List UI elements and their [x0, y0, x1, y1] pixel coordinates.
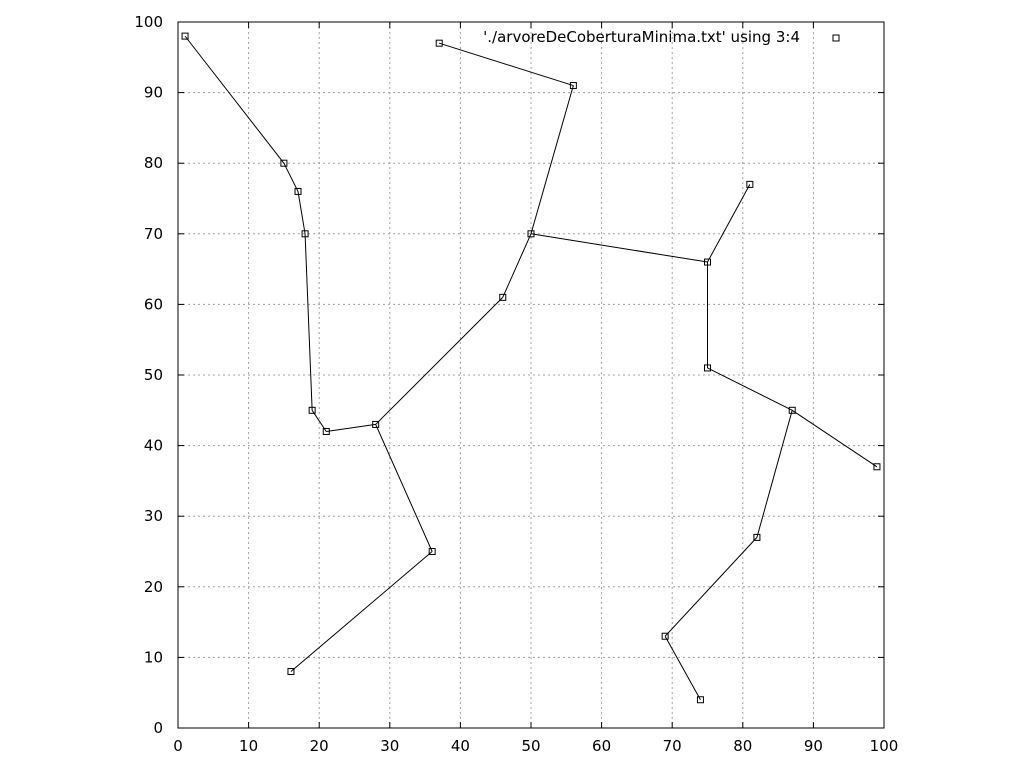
data-point: [294, 187, 302, 195]
y-tick-label: 30: [144, 507, 163, 525]
data-point: [788, 406, 796, 414]
data-point: [753, 533, 761, 541]
x-tick-label: 0: [173, 737, 183, 755]
y-tick-label: 50: [144, 366, 163, 384]
data-point: [661, 632, 669, 640]
tree-edge: [439, 42, 574, 87]
tree-edge: [530, 85, 574, 234]
y-tick-label: 70: [144, 225, 163, 243]
tree-edge: [375, 424, 433, 552]
y-tick-label: 40: [144, 437, 163, 455]
data-point: [527, 230, 535, 238]
x-tick-label: 60: [592, 737, 611, 755]
grid-lines: [178, 22, 884, 728]
x-tick-label: 70: [663, 737, 682, 755]
tree-edge: [304, 233, 313, 411]
tree-edge: [756, 410, 793, 538]
data-point: [569, 82, 577, 90]
tree-edge: [502, 233, 532, 298]
tree-edge: [530, 233, 708, 263]
data-point: [428, 548, 436, 555]
x-tick-label: 20: [310, 737, 329, 755]
y-tick-label: 20: [144, 578, 163, 596]
tree-edge: [326, 423, 376, 432]
x-tick-label: 80: [733, 737, 752, 755]
data-point: [301, 230, 309, 238]
axis-ticks: [177, 21, 885, 729]
data-point: [746, 180, 754, 188]
legend-marker: [832, 34, 840, 42]
y-tick-label: 60: [144, 295, 163, 313]
x-tick-label: 30: [380, 737, 399, 755]
data-point: [696, 696, 704, 704]
x-tick-label: 90: [804, 737, 823, 755]
x-tick-label: 50: [521, 737, 540, 755]
data-point: [704, 364, 711, 372]
tree-edge: [290, 551, 433, 672]
tree-edges: [184, 35, 878, 701]
data-point: [372, 420, 380, 428]
data-point: [322, 427, 330, 435]
tree-edge: [664, 635, 701, 701]
data-point: [280, 159, 288, 167]
tree-edge: [311, 410, 327, 432]
data-point: [499, 293, 507, 301]
x-tick-label: 40: [451, 737, 470, 755]
y-tick-label: 100: [134, 13, 163, 31]
data-point: [181, 32, 189, 40]
y-tick-labels: 0 10 20 30 40 50 60 70 80 90 100: [134, 13, 163, 737]
tree-edge: [791, 409, 878, 468]
tree-edge: [664, 537, 758, 637]
x-tick-label: 100: [870, 737, 899, 755]
x-tick-labels: 0 10 20 30 40 50 60 70 80 90 100: [173, 737, 898, 755]
tree-edge: [375, 296, 504, 425]
tree-edge: [707, 184, 751, 263]
data-point: [704, 258, 711, 266]
tree-edge: [184, 35, 285, 164]
data-point: [873, 463, 881, 471]
legend-label: './arvoreDeCoberturaMinima.txt' using 3:…: [483, 28, 800, 46]
y-tick-label: 80: [144, 154, 163, 172]
y-tick-label: 0: [153, 719, 163, 737]
y-tick-label: 10: [144, 648, 163, 666]
data-point: [435, 39, 443, 47]
tree-edge: [283, 162, 299, 192]
data-points: [181, 32, 881, 704]
data-point: [287, 668, 295, 676]
tree-edge: [707, 367, 793, 411]
y-tick-label: 90: [144, 84, 163, 102]
tree-edge: [297, 191, 306, 234]
legend: './arvoreDeCoberturaMinima.txt' using 3:…: [483, 28, 840, 46]
x-tick-label: 10: [239, 737, 258, 755]
data-point: [308, 406, 316, 414]
